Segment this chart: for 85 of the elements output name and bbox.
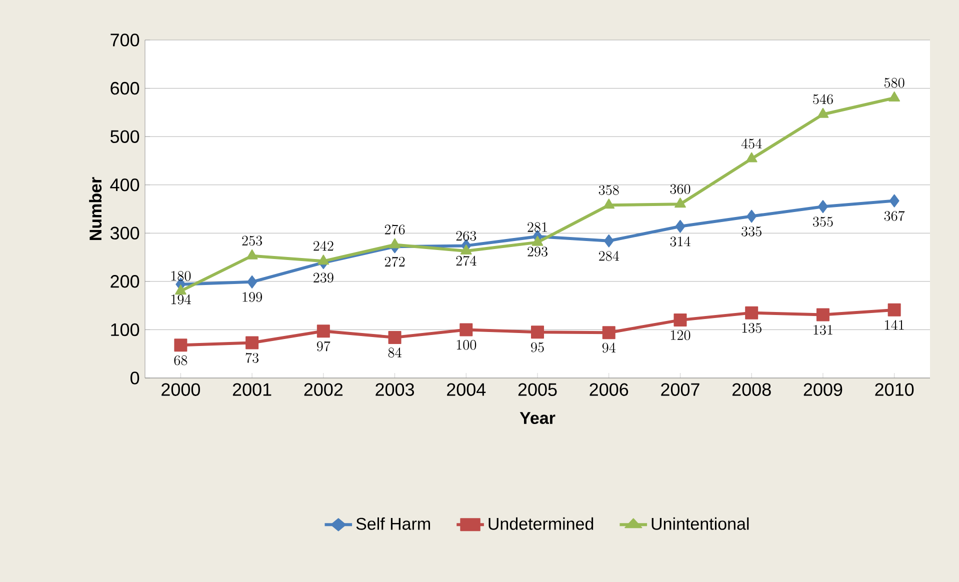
data-label: 100 — [456, 340, 476, 350]
data-label: 199 — [242, 292, 262, 302]
data-label: 272 — [384, 256, 405, 267]
point — [388, 330, 402, 344]
y-tick-label: 500 — [110, 130, 140, 143]
point — [675, 220, 686, 233]
y-tick-label: 0 — [130, 372, 140, 384]
data-label: 580 — [884, 78, 904, 88]
y-tick-label: 700 — [110, 34, 140, 46]
x-axis-title: Year — [520, 412, 556, 424]
x-tick-label: 2008 — [732, 383, 771, 396]
data-label: 293 — [528, 246, 548, 257]
data-label: 253 — [242, 236, 262, 246]
data-label: 335 — [742, 226, 762, 236]
legend-label: Unintentional — [652, 517, 749, 530]
y-tick-label: 300 — [110, 226, 140, 240]
point — [602, 326, 616, 340]
point — [888, 303, 901, 316]
data-label: 94 — [602, 342, 616, 353]
point — [246, 249, 258, 260]
point — [247, 275, 258, 288]
data-label: 141 — [885, 320, 904, 330]
data-label: 454 — [741, 138, 762, 149]
point — [817, 108, 829, 118]
y-tick-label: 100 — [111, 323, 140, 336]
point — [603, 198, 615, 209]
data-label: 180 — [171, 271, 191, 281]
point — [460, 244, 472, 255]
point — [816, 308, 830, 322]
point — [389, 238, 400, 248]
y-tick-label: 200 — [110, 275, 140, 288]
point — [888, 91, 900, 102]
data-label: 68 — [174, 355, 188, 366]
data-label: 276 — [384, 224, 405, 235]
legend-label: Undetermined — [488, 517, 594, 530]
data-label: 367 — [884, 210, 905, 221]
legend-label: Self Harm — [356, 517, 430, 530]
point — [604, 234, 614, 248]
data-label: 546 — [813, 94, 833, 104]
point — [746, 152, 758, 162]
x-tick-label: 2007 — [661, 383, 700, 396]
data-label: 135 — [742, 323, 762, 333]
data-label: 120 — [670, 330, 690, 340]
data-label: 194 — [171, 294, 191, 304]
data-label: 84 — [388, 347, 402, 358]
point — [889, 194, 900, 208]
data-label: 355 — [812, 216, 833, 227]
point — [174, 338, 188, 352]
data-label: 358 — [598, 185, 619, 195]
x-tick-label: 2005 — [518, 383, 557, 396]
point — [318, 254, 330, 265]
data-label: 281 — [528, 222, 547, 232]
x-tick-label: 2000 — [162, 383, 200, 396]
data-label: 97 — [316, 341, 330, 352]
x-tick-label: 2003 — [376, 383, 414, 396]
data-label: 95 — [531, 342, 544, 352]
point — [532, 236, 544, 246]
data-label: 274 — [456, 256, 476, 266]
point — [746, 210, 757, 223]
x-tick-label: 2010 — [875, 383, 914, 396]
y-tick-label: 600 — [110, 82, 140, 95]
data-label: 131 — [814, 324, 832, 335]
y-axis-title: Number — [89, 177, 102, 240]
point — [246, 336, 259, 350]
point — [460, 323, 473, 336]
data-label: 314 — [670, 236, 690, 246]
x-tick-label: 2001 — [232, 383, 272, 396]
y-tick-label: 400 — [110, 178, 140, 192]
data-label: 284 — [599, 250, 620, 261]
point — [674, 198, 686, 208]
point — [316, 324, 330, 338]
data-label: 263 — [456, 230, 476, 241]
point — [745, 306, 758, 320]
point — [674, 314, 687, 327]
point — [531, 326, 544, 339]
x-tick-label: 2006 — [590, 383, 628, 396]
point — [818, 200, 828, 214]
point — [174, 284, 186, 295]
data-label: 242 — [314, 240, 334, 251]
data-label: 73 — [246, 352, 258, 363]
x-tick-label: 2004 — [447, 383, 486, 396]
data-label: 239 — [314, 272, 334, 283]
x-tick-label: 2002 — [304, 383, 343, 396]
data-label: 360 — [670, 184, 690, 194]
x-tick-label: 2009 — [804, 383, 842, 396]
